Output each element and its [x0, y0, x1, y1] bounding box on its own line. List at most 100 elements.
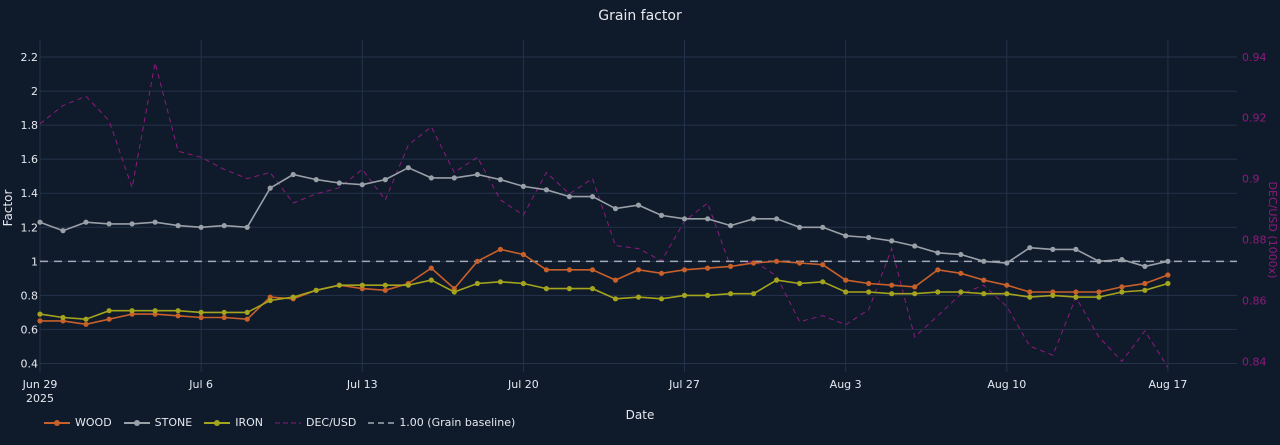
- data-point-iron[interactable]: [1165, 280, 1171, 287]
- data-point-stone[interactable]: [981, 258, 987, 264]
- data-point-wood[interactable]: [474, 258, 480, 264]
- data-point-iron[interactable]: [405, 282, 411, 288]
- data-point-iron[interactable]: [981, 291, 987, 297]
- data-point-iron[interactable]: [1096, 294, 1102, 300]
- data-point-wood[interactable]: [958, 270, 964, 276]
- data-point-wood[interactable]: [866, 280, 872, 287]
- data-point-stone[interactable]: [336, 180, 342, 186]
- data-point-iron[interactable]: [612, 296, 619, 302]
- data-point-iron[interactable]: [336, 282, 342, 288]
- data-point-wood[interactable]: [681, 267, 688, 273]
- data-point-stone[interactable]: [681, 216, 688, 222]
- data-point-iron[interactable]: [290, 294, 296, 300]
- data-point-iron[interactable]: [589, 286, 596, 292]
- data-point-stone[interactable]: [1119, 257, 1125, 263]
- data-point-iron[interactable]: [106, 308, 112, 314]
- data-point-stone[interactable]: [60, 228, 66, 234]
- data-point-iron[interactable]: [912, 291, 918, 297]
- data-point-stone[interactable]: [866, 234, 872, 241]
- data-point-wood[interactable]: [106, 316, 112, 322]
- series-line-decusd[interactable]: [39, 62, 1169, 368]
- data-point-wood[interactable]: [221, 314, 227, 321]
- data-point-wood[interactable]: [1142, 280, 1148, 287]
- data-point-iron[interactable]: [267, 297, 273, 304]
- data-point-stone[interactable]: [774, 216, 780, 222]
- data-point-iron[interactable]: [428, 277, 434, 283]
- data-point-iron[interactable]: [37, 311, 43, 317]
- data-point-stone[interactable]: [520, 183, 527, 189]
- data-point-iron[interactable]: [866, 289, 872, 295]
- data-point-iron[interactable]: [705, 292, 711, 298]
- data-point-wood[interactable]: [497, 246, 503, 252]
- data-point-iron[interactable]: [774, 277, 780, 283]
- data-point-iron[interactable]: [313, 287, 319, 293]
- data-point-wood[interactable]: [728, 263, 734, 269]
- series-line-iron[interactable]: [39, 279, 1169, 321]
- data-point-stone[interactable]: [175, 223, 181, 229]
- data-point-stone[interactable]: [106, 221, 112, 227]
- data-point-iron[interactable]: [60, 314, 66, 321]
- data-point-wood[interactable]: [1027, 289, 1033, 295]
- data-point-stone[interactable]: [797, 224, 803, 230]
- data-point-stone[interactable]: [889, 238, 895, 244]
- data-point-stone[interactable]: [198, 224, 204, 230]
- data-point-wood[interactable]: [428, 265, 434, 271]
- legend-item-decusd[interactable]: DEC/USD: [275, 416, 356, 429]
- data-point-wood[interactable]: [981, 277, 987, 283]
- data-point-wood[interactable]: [1073, 289, 1079, 295]
- data-point-wood[interactable]: [889, 282, 895, 288]
- data-point-wood[interactable]: [843, 277, 849, 283]
- data-point-wood[interactable]: [37, 318, 43, 324]
- data-point-stone[interactable]: [244, 224, 250, 230]
- data-point-stone[interactable]: [705, 216, 711, 222]
- data-point-stone[interactable]: [451, 175, 457, 181]
- data-point-stone[interactable]: [958, 251, 964, 258]
- data-point-stone[interactable]: [1142, 263, 1148, 269]
- data-point-iron[interactable]: [1004, 291, 1010, 297]
- data-point-wood[interactable]: [244, 316, 250, 322]
- data-point-wood[interactable]: [820, 262, 826, 268]
- data-point-stone[interactable]: [728, 223, 734, 229]
- data-point-stone[interactable]: [566, 194, 573, 200]
- data-point-stone[interactable]: [912, 243, 918, 249]
- data-point-iron[interactable]: [175, 308, 181, 314]
- data-point-stone[interactable]: [428, 175, 434, 181]
- data-point-stone[interactable]: [474, 171, 480, 178]
- data-point-iron[interactable]: [958, 289, 964, 295]
- data-point-iron[interactable]: [543, 286, 550, 292]
- data-point-iron[interactable]: [382, 282, 388, 288]
- data-point-wood[interactable]: [1096, 289, 1102, 295]
- data-point-iron[interactable]: [244, 309, 250, 315]
- data-point-wood[interactable]: [1165, 272, 1171, 278]
- data-point-wood[interactable]: [935, 267, 941, 273]
- data-point-iron[interactable]: [1073, 294, 1079, 300]
- plot-area[interactable]: [37, 62, 1237, 368]
- data-point-iron[interactable]: [935, 289, 941, 295]
- data-point-stone[interactable]: [843, 233, 849, 239]
- data-point-stone[interactable]: [543, 187, 550, 193]
- data-point-stone[interactable]: [612, 206, 619, 212]
- data-point-wood[interactable]: [612, 277, 619, 283]
- data-point-wood[interactable]: [635, 267, 642, 273]
- data-point-iron[interactable]: [1050, 292, 1056, 298]
- data-point-stone[interactable]: [1050, 246, 1056, 252]
- data-point-iron[interactable]: [1142, 287, 1148, 293]
- data-point-stone[interactable]: [1027, 245, 1033, 251]
- data-point-stone[interactable]: [1073, 246, 1079, 252]
- data-point-stone[interactable]: [820, 224, 826, 230]
- data-point-wood[interactable]: [543, 267, 550, 273]
- data-point-wood[interactable]: [705, 265, 711, 271]
- data-point-wood[interactable]: [198, 314, 204, 321]
- data-point-wood[interactable]: [658, 270, 665, 276]
- data-point-stone[interactable]: [497, 177, 503, 183]
- data-point-wood[interactable]: [175, 313, 181, 319]
- legend-item-iron[interactable]: IRON: [204, 416, 263, 429]
- data-point-stone[interactable]: [658, 212, 665, 218]
- data-point-wood[interactable]: [589, 267, 596, 273]
- data-point-iron[interactable]: [681, 292, 688, 298]
- data-point-iron[interactable]: [83, 316, 89, 322]
- legend-item-wood[interactable]: WOOD: [44, 416, 112, 429]
- data-point-wood[interactable]: [566, 267, 573, 273]
- legend-item-baseline[interactable]: 1.00 (Grain baseline): [368, 416, 515, 429]
- legend-item-stone[interactable]: STONE: [123, 416, 192, 429]
